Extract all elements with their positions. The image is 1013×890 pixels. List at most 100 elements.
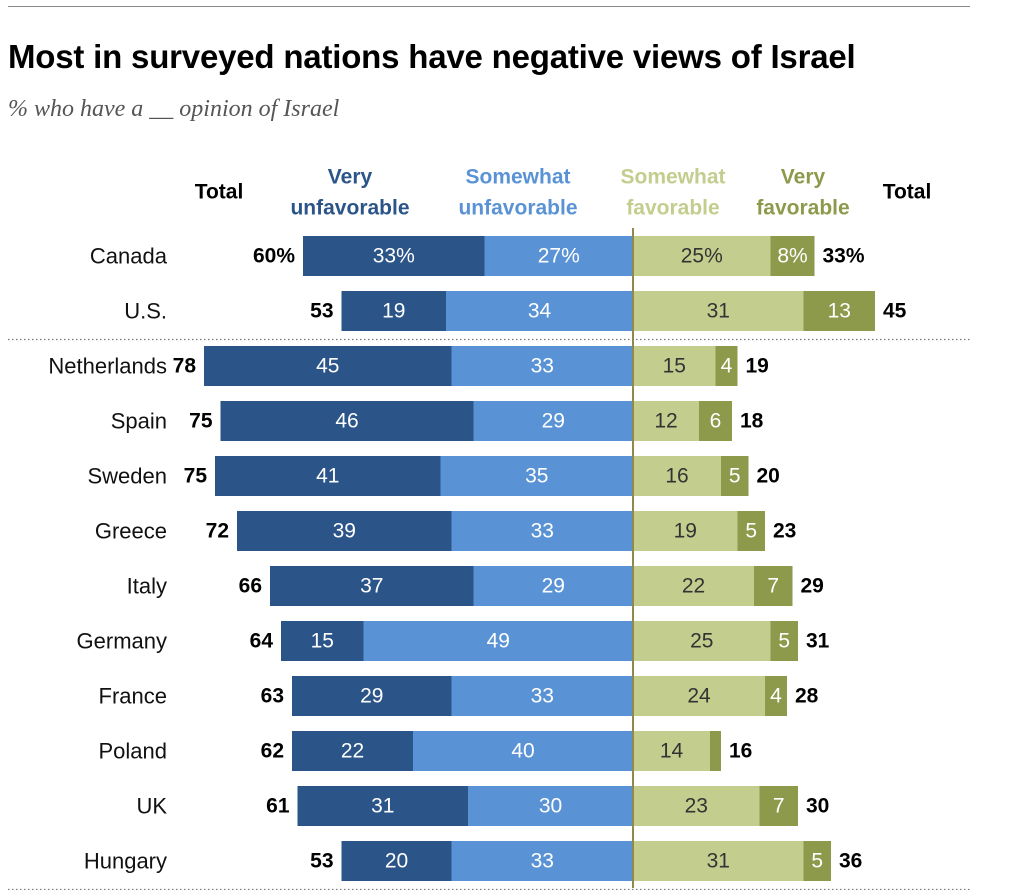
value-label-somewhat-favorable: 25% bbox=[681, 245, 723, 268]
bar-somewhat-favorable bbox=[633, 511, 738, 551]
header-very-unfavorable-line1: Very bbox=[328, 166, 373, 189]
chart-subtitle: % who have a __ opinion of Israel bbox=[8, 96, 340, 122]
total-unfavorable-label: 53 bbox=[310, 300, 333, 323]
value-label-somewhat-unfavorable: 35 bbox=[525, 465, 548, 488]
bar-very-favorable bbox=[715, 346, 738, 386]
bar-very-unfavorable bbox=[292, 731, 413, 771]
value-label-very-unfavorable: 22 bbox=[341, 740, 364, 763]
value-label-very-unfavorable: 19 bbox=[382, 300, 405, 323]
value-label-somewhat-unfavorable: 34 bbox=[528, 300, 552, 323]
country-label: Poland bbox=[98, 739, 167, 764]
total-favorable-label: 28 bbox=[795, 685, 819, 708]
bar-very-unfavorable bbox=[292, 676, 452, 716]
total-favorable-label: 20 bbox=[757, 465, 780, 488]
bar-somewhat-favorable bbox=[633, 676, 765, 716]
bar-very-unfavorable bbox=[270, 566, 474, 606]
value-label-very-unfavorable: 15 bbox=[311, 630, 334, 653]
value-label-very-unfavorable: 46 bbox=[335, 410, 358, 433]
bar-somewhat-unfavorable bbox=[363, 621, 633, 661]
header-very-favorable-line1: Very bbox=[781, 166, 826, 189]
header-very-unfavorable-line2: unfavorable bbox=[290, 197, 409, 220]
country-label: Canada bbox=[90, 244, 168, 269]
value-label-somewhat-unfavorable: 33 bbox=[531, 355, 554, 378]
country-label: Hungary bbox=[84, 849, 167, 874]
value-label-somewhat-favorable: 16 bbox=[665, 465, 688, 488]
total-unfavorable-label: 75 bbox=[189, 410, 213, 433]
bar-somewhat-unfavorable bbox=[468, 786, 633, 826]
bar-somewhat-unfavorable bbox=[413, 731, 633, 771]
bar-somewhat-favorable bbox=[633, 621, 771, 661]
country-label: Germany bbox=[77, 629, 167, 654]
bar-very-unfavorable bbox=[341, 841, 452, 881]
bar-very-favorable bbox=[699, 401, 732, 441]
bar-somewhat-unfavorable bbox=[451, 346, 633, 386]
total-favorable-label: 36 bbox=[839, 850, 862, 873]
total-favorable-label: 29 bbox=[801, 575, 824, 598]
bar-somewhat-favorable bbox=[633, 786, 760, 826]
value-label-somewhat-unfavorable: 49 bbox=[487, 630, 510, 653]
value-label-somewhat-unfavorable: 30 bbox=[539, 795, 562, 818]
bar-somewhat-unfavorable bbox=[451, 511, 633, 551]
value-label-very-favorable: 5 bbox=[745, 520, 757, 543]
value-label-very-unfavorable: 29 bbox=[360, 685, 383, 708]
top-rule bbox=[8, 6, 970, 7]
bar-somewhat-favorable bbox=[633, 841, 804, 881]
value-label-very-favorable: 4 bbox=[770, 685, 782, 708]
value-label-very-unfavorable: 39 bbox=[333, 520, 356, 543]
value-label-very-favorable: 13 bbox=[828, 300, 851, 323]
value-label-somewhat-unfavorable: 27% bbox=[538, 245, 580, 268]
country-label: Italy bbox=[127, 574, 167, 599]
value-label-very-favorable: 5 bbox=[778, 630, 790, 653]
value-label-very-unfavorable: 20 bbox=[385, 850, 408, 873]
bar-very-unfavorable bbox=[204, 346, 452, 386]
header-somewhat-unfavorable-line2: unfavorable bbox=[458, 197, 577, 220]
total-favorable-label: 16 bbox=[729, 740, 752, 763]
bar-very-unfavorable bbox=[281, 621, 364, 661]
bar-very-favorable bbox=[737, 511, 765, 551]
bar-very-favorable bbox=[803, 841, 831, 881]
value-label-very-favorable: 4 bbox=[721, 355, 733, 378]
value-label-very-unfavorable: 33% bbox=[373, 245, 415, 268]
value-label-very-favorable: 5 bbox=[811, 850, 823, 873]
bar-very-favorable bbox=[770, 236, 815, 276]
bar-very-unfavorable bbox=[341, 291, 446, 331]
value-label-somewhat-unfavorable: 29 bbox=[542, 410, 565, 433]
header-total-left: Total bbox=[195, 181, 244, 204]
total-favorable-label: 30 bbox=[806, 795, 829, 818]
bar-somewhat-unfavorable bbox=[484, 236, 633, 276]
value-label-somewhat-favorable: 14 bbox=[660, 740, 684, 763]
bar-very-favorable bbox=[721, 456, 749, 496]
bar-somewhat-favorable bbox=[633, 456, 721, 496]
country-label: Spain bbox=[111, 409, 167, 434]
total-unfavorable-label: 53 bbox=[310, 850, 333, 873]
header-somewhat-unfavorable-line1: Somewhat bbox=[465, 166, 570, 189]
value-label-somewhat-favorable: 25 bbox=[690, 630, 713, 653]
bar-somewhat-favorable bbox=[633, 346, 716, 386]
bar-very-unfavorable bbox=[303, 236, 485, 276]
total-unfavorable-label: 72 bbox=[206, 520, 229, 543]
value-label-very-favorable: 6 bbox=[710, 410, 722, 433]
total-unfavorable-label: 75 bbox=[184, 465, 208, 488]
total-favorable-label: 45 bbox=[883, 300, 907, 323]
value-label-somewhat-unfavorable: 29 bbox=[542, 575, 565, 598]
bar-very-unfavorable bbox=[237, 511, 452, 551]
value-label-somewhat-unfavorable: 40 bbox=[511, 740, 534, 763]
total-favorable-label: 31 bbox=[806, 630, 830, 653]
total-unfavorable-label: 60% bbox=[253, 245, 295, 268]
bar-somewhat-favorable bbox=[633, 236, 771, 276]
header-somewhat-favorable-line1: Somewhat bbox=[620, 166, 725, 189]
value-label-very-unfavorable: 37 bbox=[360, 575, 383, 598]
country-label: U.S. bbox=[124, 299, 167, 324]
country-label: UK bbox=[136, 794, 167, 819]
bar-somewhat-favorable bbox=[633, 731, 710, 771]
bar-somewhat-favorable bbox=[633, 291, 804, 331]
bar-very-favorable bbox=[803, 291, 875, 331]
total-unfavorable-label: 64 bbox=[250, 630, 274, 653]
bar-somewhat-favorable bbox=[633, 566, 754, 606]
header-very-favorable-line2: favorable bbox=[756, 197, 849, 220]
total-favorable-label: 19 bbox=[746, 355, 769, 378]
bar-very-favorable bbox=[759, 786, 798, 826]
value-label-very-favorable: 8% bbox=[777, 245, 807, 268]
country-label: Netherlands bbox=[48, 354, 167, 379]
